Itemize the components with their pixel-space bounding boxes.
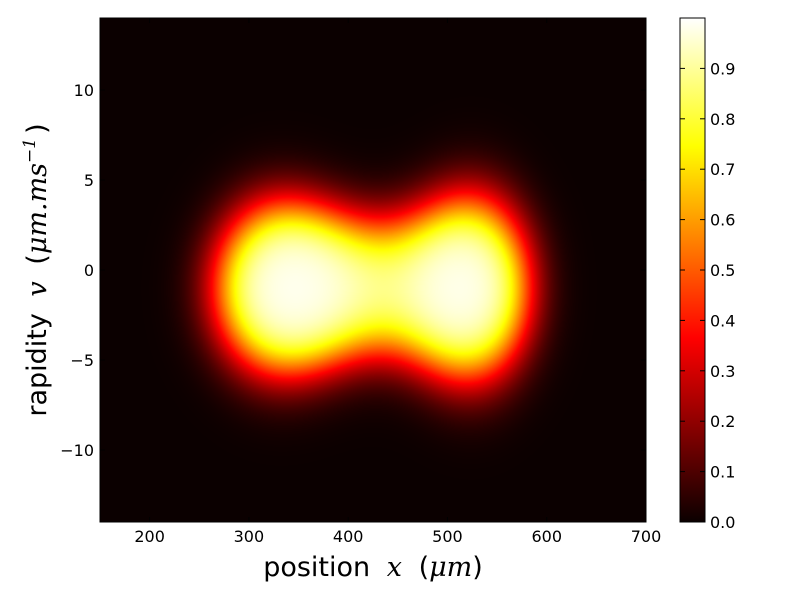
colorbar-tick-label: 0.4 [710,311,735,330]
y-axis-label-math: v [22,281,53,296]
y-tick-label: 0 [84,261,94,280]
y-axis-label-text: rapidity [22,313,53,417]
y-axis-ticks: −10 −5 0 5 10 [60,81,646,460]
x-tick-label: 400 [333,527,364,546]
x-axis-label-text: position [263,552,370,583]
x-axis-label: position x (μm) [263,552,483,583]
x-axis-label-unit: μm [429,552,472,583]
x-axis-label-math: x [387,552,402,583]
colorbar-tick-label: 0.9 [710,59,735,78]
y-axis-label: rapidity v (μm.ms−1) [20,123,53,416]
x-tick-label: 700 [631,527,662,546]
x-tick-label: 200 [134,527,165,546]
colorbar-tick-label: 0.3 [710,362,735,381]
x-tick-label: 600 [531,527,562,546]
heatmap-area [100,18,646,522]
colorbar-tick-label: 0.1 [710,463,735,482]
x-axis-ticks: 200 300 400 500 600 700 [134,18,661,546]
x-tick-label: 300 [234,527,265,546]
y-tick-label: −5 [70,351,94,370]
y-tick-label: −10 [60,441,94,460]
colorbar-tick-label: 0.7 [710,160,735,179]
colorbar-tick-label: 0.5 [710,261,735,280]
y-tick-label: 10 [74,81,94,100]
colorbar-ticks: 0.0 0.1 0.2 0.3 0.4 0.5 0.6 0.7 0.8 0.9 [680,59,735,532]
colorbar-tick-label: 0.8 [710,110,735,129]
colorbar-tick-label: 0.6 [710,211,735,230]
x-tick-label: 500 [432,527,463,546]
colorbar-tick-label: 0.2 [710,412,735,431]
y-tick-label: 5 [84,171,94,190]
y-axis-label-exponent: −1 [20,138,40,163]
colorbar-tick-label: 0.0 [710,513,735,532]
y-axis-label-unit: μm.ms [22,163,53,254]
